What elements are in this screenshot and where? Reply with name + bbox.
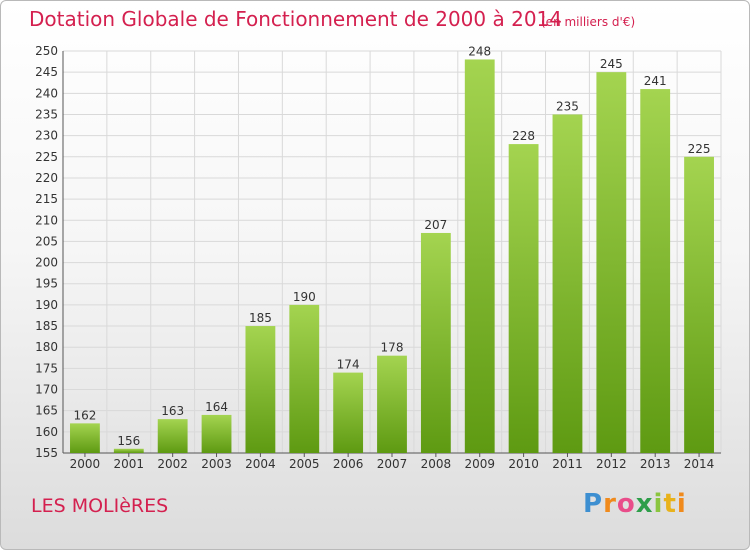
data-label: 235 (556, 99, 579, 113)
y-tick-label: 170 (35, 383, 58, 397)
y-tick-label: 245 (35, 65, 58, 79)
proxiti-logo: Proxiti (583, 489, 687, 519)
bar (552, 114, 583, 453)
bar (201, 414, 232, 453)
data-label: 248 (468, 44, 491, 58)
logo-letter: P (583, 489, 604, 519)
logo-letter: i (676, 489, 687, 519)
bar (508, 144, 539, 454)
bar (113, 448, 144, 453)
axes: 155 160 165 170 175 180 185 190 195 200 205 210 215 2… (35, 44, 721, 471)
y-tick-label: 155 (35, 446, 58, 460)
bar (289, 304, 320, 453)
y-tick-label: 165 (35, 404, 58, 418)
y-tick-label: 215 (35, 192, 58, 206)
x-tick-label: 2011 (552, 457, 583, 471)
data-label: 228 (512, 129, 535, 143)
logo-letter: r (603, 489, 617, 519)
x-tick-label: 2008 (421, 457, 452, 471)
chart-title: Dotation Globale de Fonctionnement de 20… (29, 7, 562, 31)
data-label: 174 (337, 358, 360, 372)
y-tick-label: 200 (35, 256, 58, 270)
bar (420, 232, 451, 453)
logo-letter: o (616, 489, 636, 519)
logo-letter: i (653, 489, 664, 519)
x-tick-label: 2010 (508, 457, 539, 471)
bar (640, 89, 671, 453)
bar (245, 326, 276, 453)
y-tick-label: 250 (35, 44, 58, 58)
data-label: 162 (73, 408, 96, 422)
x-tick-label: 2006 (333, 457, 364, 471)
x-tick-label: 2000 (70, 457, 101, 471)
y-tick-label: 180 (35, 340, 58, 354)
logo-letter: t (663, 489, 677, 519)
data-label: 185 (249, 311, 272, 325)
data-label: 163 (161, 404, 184, 418)
y-tick-label: 230 (35, 129, 58, 143)
bar (464, 59, 495, 453)
bar (596, 72, 627, 453)
bar (684, 156, 714, 453)
x-tick-label: 2013 (640, 457, 671, 471)
bars (70, 59, 714, 454)
y-tick-label: 225 (35, 150, 58, 164)
y-tick-label: 175 (35, 361, 58, 375)
y-tick-label: 195 (35, 277, 58, 291)
bar (70, 423, 100, 453)
y-tick-label: 235 (35, 107, 58, 121)
data-label: 178 (381, 341, 404, 355)
data-label: 190 (293, 290, 316, 304)
y-tick-label: 210 (35, 213, 58, 227)
bar (333, 372, 364, 453)
x-tick-label: 2003 (201, 457, 232, 471)
commune-name: LES MOLIèRES (31, 495, 169, 517)
x-tick-label: 2004 (245, 457, 276, 471)
y-tick-label: 205 (35, 234, 58, 248)
bar (377, 355, 407, 453)
y-tick-label: 185 (35, 319, 58, 333)
x-tick-label: 2014 (684, 457, 715, 471)
x-tick-label: 2002 (157, 457, 188, 471)
y-tick-label: 220 (35, 171, 58, 185)
data-label: 241 (644, 74, 667, 88)
y-tick-label: 240 (35, 86, 58, 100)
bar (157, 419, 188, 453)
logo-letter: x (635, 489, 654, 519)
x-tick-label: 2012 (596, 457, 627, 471)
x-tick-label: 2001 (114, 457, 145, 471)
data-labels: 162 156 163 164 185 190 174 178 207 248 228 235 245 2… (73, 44, 710, 447)
data-label: 207 (424, 218, 447, 232)
x-tick-label: 2009 (464, 457, 495, 471)
chart-subtitle: (en milliers d'€) (541, 15, 636, 29)
data-label: 245 (600, 57, 623, 71)
y-tick-label: 160 (35, 425, 58, 439)
x-tick-label: 2005 (289, 457, 320, 471)
x-tick-label: 2007 (377, 457, 408, 471)
data-label: 164 (205, 400, 228, 414)
data-label: 225 (688, 142, 711, 156)
data-label: 156 (117, 434, 140, 448)
y-tick-label: 190 (35, 298, 58, 312)
